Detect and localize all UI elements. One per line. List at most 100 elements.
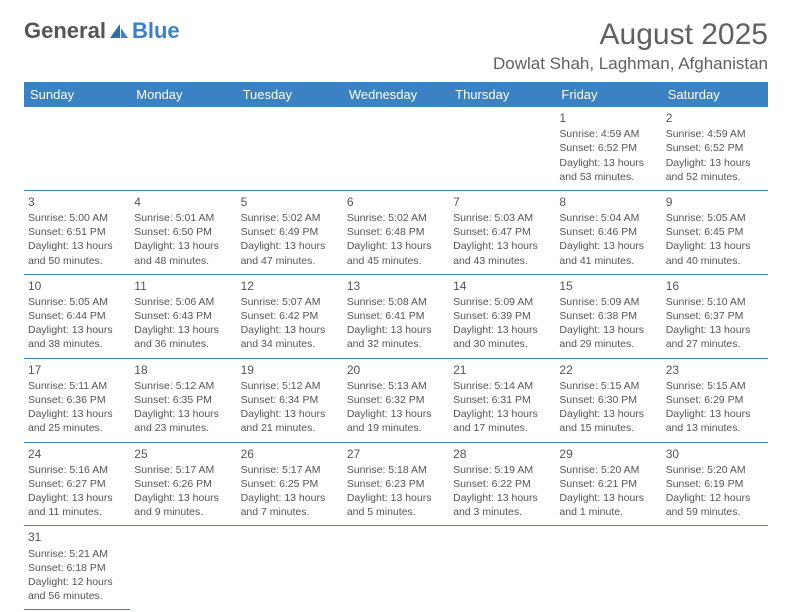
daylight-line: Daylight: 13 hours and 50 minutes. <box>28 239 126 267</box>
sunset-line: Sunset: 6:27 PM <box>28 477 126 491</box>
day-header: Friday <box>555 82 661 107</box>
sunrise-line: Sunrise: 5:02 AM <box>347 211 445 225</box>
calendar-day: 17Sunrise: 5:11 AMSunset: 6:36 PMDayligh… <box>24 358 130 442</box>
calendar-week: 1Sunrise: 4:59 AMSunset: 6:52 PMDaylight… <box>24 107 768 190</box>
day-number: 23 <box>666 362 764 378</box>
calendar-day: 2Sunrise: 4:59 AMSunset: 6:52 PMDaylight… <box>662 107 768 190</box>
sunrise-line: Sunrise: 5:00 AM <box>28 211 126 225</box>
calendar-day: 21Sunrise: 5:14 AMSunset: 6:31 PMDayligh… <box>449 358 555 442</box>
daylight-line: Daylight: 13 hours and 45 minutes. <box>347 239 445 267</box>
sunset-line: Sunset: 6:29 PM <box>666 393 764 407</box>
daylight-line: Daylight: 13 hours and 30 minutes. <box>453 323 551 351</box>
daylight-line: Daylight: 13 hours and 29 minutes. <box>559 323 657 351</box>
sunset-line: Sunset: 6:41 PM <box>347 309 445 323</box>
day-number: 14 <box>453 278 551 294</box>
daylight-line: Daylight: 13 hours and 25 minutes. <box>28 407 126 435</box>
daylight-line: Daylight: 13 hours and 40 minutes. <box>666 239 764 267</box>
calendar-day: 8Sunrise: 5:04 AMSunset: 6:46 PMDaylight… <box>555 190 661 274</box>
calendar-week: 24Sunrise: 5:16 AMSunset: 6:27 PMDayligh… <box>24 442 768 526</box>
calendar-day: 19Sunrise: 5:12 AMSunset: 6:34 PMDayligh… <box>237 358 343 442</box>
calendar-day-empty <box>662 526 768 610</box>
sunrise-line: Sunrise: 5:13 AM <box>347 379 445 393</box>
sunrise-line: Sunrise: 5:15 AM <box>666 379 764 393</box>
calendar-day: 6Sunrise: 5:02 AMSunset: 6:48 PMDaylight… <box>343 190 449 274</box>
sunset-line: Sunset: 6:38 PM <box>559 309 657 323</box>
logo-text-1: General <box>24 18 106 44</box>
sunset-line: Sunset: 6:32 PM <box>347 393 445 407</box>
calendar-week: 31Sunrise: 5:21 AMSunset: 6:18 PMDayligh… <box>24 526 768 610</box>
sunset-line: Sunset: 6:21 PM <box>559 477 657 491</box>
sunrise-line: Sunrise: 5:12 AM <box>134 379 232 393</box>
day-number: 31 <box>28 529 126 545</box>
daylight-line: Daylight: 13 hours and 23 minutes. <box>134 407 232 435</box>
sunset-line: Sunset: 6:26 PM <box>134 477 232 491</box>
day-number: 19 <box>241 362 339 378</box>
sunrise-line: Sunrise: 5:07 AM <box>241 295 339 309</box>
daylight-line: Daylight: 13 hours and 7 minutes. <box>241 491 339 519</box>
calendar-day: 18Sunrise: 5:12 AMSunset: 6:35 PMDayligh… <box>130 358 236 442</box>
sunset-line: Sunset: 6:44 PM <box>28 309 126 323</box>
daylight-line: Daylight: 13 hours and 38 minutes. <box>28 323 126 351</box>
sunrise-line: Sunrise: 5:09 AM <box>453 295 551 309</box>
sunrise-line: Sunrise: 5:14 AM <box>453 379 551 393</box>
sunset-line: Sunset: 6:43 PM <box>134 309 232 323</box>
daylight-line: Daylight: 13 hours and 15 minutes. <box>559 407 657 435</box>
calendar-day: 22Sunrise: 5:15 AMSunset: 6:30 PMDayligh… <box>555 358 661 442</box>
calendar-day: 1Sunrise: 4:59 AMSunset: 6:52 PMDaylight… <box>555 107 661 190</box>
day-number: 20 <box>347 362 445 378</box>
daylight-line: Daylight: 13 hours and 19 minutes. <box>347 407 445 435</box>
day-number: 27 <box>347 446 445 462</box>
calendar-day: 11Sunrise: 5:06 AMSunset: 6:43 PMDayligh… <box>130 274 236 358</box>
calendar-day: 14Sunrise: 5:09 AMSunset: 6:39 PMDayligh… <box>449 274 555 358</box>
sunrise-line: Sunrise: 5:11 AM <box>28 379 126 393</box>
day-number: 22 <box>559 362 657 378</box>
calendar-day: 20Sunrise: 5:13 AMSunset: 6:32 PMDayligh… <box>343 358 449 442</box>
day-number: 8 <box>559 194 657 210</box>
calendar-body: 1Sunrise: 4:59 AMSunset: 6:52 PMDaylight… <box>24 107 768 610</box>
daylight-line: Daylight: 13 hours and 41 minutes. <box>559 239 657 267</box>
day-number: 10 <box>28 278 126 294</box>
sunset-line: Sunset: 6:34 PM <box>241 393 339 407</box>
day-header: Monday <box>130 82 236 107</box>
daylight-line: Daylight: 13 hours and 13 minutes. <box>666 407 764 435</box>
day-number: 24 <box>28 446 126 462</box>
calendar-week: 17Sunrise: 5:11 AMSunset: 6:36 PMDayligh… <box>24 358 768 442</box>
sunset-line: Sunset: 6:50 PM <box>134 225 232 239</box>
calendar-day: 4Sunrise: 5:01 AMSunset: 6:50 PMDaylight… <box>130 190 236 274</box>
calendar-week: 3Sunrise: 5:00 AMSunset: 6:51 PMDaylight… <box>24 190 768 274</box>
title-block: August 2025 Dowlat Shah, Laghman, Afghan… <box>493 18 768 74</box>
sunset-line: Sunset: 6:25 PM <box>241 477 339 491</box>
day-number: 7 <box>453 194 551 210</box>
sunrise-line: Sunrise: 5:03 AM <box>453 211 551 225</box>
sunrise-line: Sunrise: 5:02 AM <box>241 211 339 225</box>
daylight-line: Daylight: 13 hours and 9 minutes. <box>134 491 232 519</box>
sunrise-line: Sunrise: 5:04 AM <box>559 211 657 225</box>
sunset-line: Sunset: 6:30 PM <box>559 393 657 407</box>
sunset-line: Sunset: 6:42 PM <box>241 309 339 323</box>
day-number: 18 <box>134 362 232 378</box>
day-number: 25 <box>134 446 232 462</box>
sunrise-line: Sunrise: 5:21 AM <box>28 547 126 561</box>
day-number: 6 <box>347 194 445 210</box>
daylight-line: Daylight: 13 hours and 27 minutes. <box>666 323 764 351</box>
calendar-day: 24Sunrise: 5:16 AMSunset: 6:27 PMDayligh… <box>24 442 130 526</box>
header: General Blue August 2025 Dowlat Shah, La… <box>24 18 768 74</box>
sunset-line: Sunset: 6:35 PM <box>134 393 232 407</box>
day-number: 13 <box>347 278 445 294</box>
daylight-line: Daylight: 13 hours and 32 minutes. <box>347 323 445 351</box>
sunset-line: Sunset: 6:31 PM <box>453 393 551 407</box>
month-title: August 2025 <box>493 18 768 52</box>
calendar-day: 9Sunrise: 5:05 AMSunset: 6:45 PMDaylight… <box>662 190 768 274</box>
calendar-day: 25Sunrise: 5:17 AMSunset: 6:26 PMDayligh… <box>130 442 236 526</box>
day-number: 21 <box>453 362 551 378</box>
day-number: 29 <box>559 446 657 462</box>
sunset-line: Sunset: 6:39 PM <box>453 309 551 323</box>
daylight-line: Daylight: 13 hours and 3 minutes. <box>453 491 551 519</box>
calendar-day: 31Sunrise: 5:21 AMSunset: 6:18 PMDayligh… <box>24 526 130 610</box>
daylight-line: Daylight: 13 hours and 52 minutes. <box>666 156 764 184</box>
sunset-line: Sunset: 6:48 PM <box>347 225 445 239</box>
day-number: 15 <box>559 278 657 294</box>
daylight-line: Daylight: 13 hours and 11 minutes. <box>28 491 126 519</box>
calendar-day-empty <box>130 107 236 190</box>
sunrise-line: Sunrise: 5:15 AM <box>559 379 657 393</box>
